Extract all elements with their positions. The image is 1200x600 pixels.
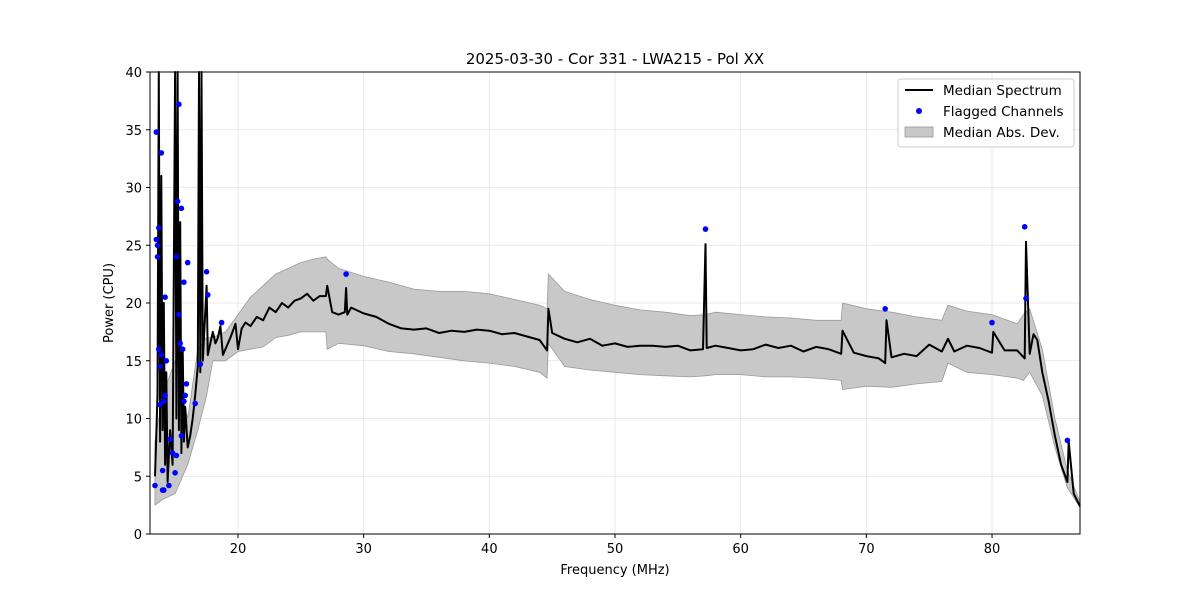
flagged-channel-point xyxy=(172,470,178,476)
flagged-channel-point xyxy=(179,346,186,353)
x-tick-label: 50 xyxy=(607,542,624,557)
flagged-channel-point xyxy=(154,253,161,260)
flagged-points-layer xyxy=(152,101,1071,493)
y-tick-label: 0 xyxy=(134,528,142,543)
legend-flagged-swatch xyxy=(916,108,922,114)
flagged-channel-point xyxy=(183,381,190,387)
x-tick-label: 20 xyxy=(230,542,247,557)
legend-mad-swatch xyxy=(904,126,934,138)
y-axis-ticks: 0 5 10 15 20 25 30 35 40 xyxy=(125,66,150,543)
flagged-channel-point xyxy=(192,400,198,407)
y-tick-label: 30 xyxy=(125,182,142,197)
flagged-channel-point xyxy=(218,319,225,326)
y-tick-label: 40 xyxy=(125,66,142,81)
x-axis-ticks: 20 30 40 50 60 70 80 xyxy=(230,534,1001,557)
flagged-channel-point xyxy=(157,401,163,408)
flagged-channel-point xyxy=(1023,295,1029,302)
y-tick-label: 5 xyxy=(134,470,142,485)
x-tick-label: 60 xyxy=(732,542,749,557)
flagged-channel-point xyxy=(174,198,181,205)
flagged-channel-point xyxy=(176,101,182,108)
flagged-channel-point xyxy=(203,269,210,275)
x-tick-label: 80 xyxy=(984,542,1001,557)
flagged-channel-point xyxy=(161,398,167,405)
flagged-channel-point xyxy=(176,311,182,318)
flagged-channel-point xyxy=(343,271,349,277)
legend-box xyxy=(897,78,1075,148)
flagged-channel-point xyxy=(162,294,168,301)
flagged-channel-point xyxy=(158,352,165,358)
legend-mad-label: Median Abs. Dev. xyxy=(943,125,1060,141)
flagged-channel-point xyxy=(205,292,211,298)
flagged-channel-point xyxy=(181,279,187,286)
y-tick-label: 15 xyxy=(125,355,142,370)
x-tick-label: 70 xyxy=(858,542,875,557)
flagged-channel-point xyxy=(184,259,191,266)
x-axis-label: Frequency (MHz) xyxy=(560,563,669,578)
x-tick-label: 30 xyxy=(355,542,372,557)
flagged-channel-point xyxy=(173,253,180,260)
flagged-channel-point xyxy=(166,482,172,489)
flagged-channel-point xyxy=(156,346,162,353)
flagged-channel-point xyxy=(161,487,167,493)
flagged-channel-point xyxy=(153,129,160,135)
y-tick-label: 20 xyxy=(125,297,142,312)
flagged-channel-point xyxy=(178,205,185,212)
chart-title: 2025-03-30 - Cor 331 - LWA215 - Pol XX xyxy=(466,50,764,68)
flagged-channel-point xyxy=(702,226,709,232)
y-axis-label: Power (CPU) xyxy=(102,263,117,343)
legend: Median Spectrum Flagged Channels Median … xyxy=(897,78,1075,148)
flagged-channel-point xyxy=(177,340,183,347)
flagged-channel-point xyxy=(167,436,173,443)
flagged-channel-point xyxy=(159,467,166,474)
median-line-layer xyxy=(154,71,1081,507)
flagged-channel-point xyxy=(154,242,161,249)
legend-flagged-label: Flagged Channels xyxy=(943,104,1064,120)
flagged-channel-point xyxy=(162,392,168,399)
flagged-channel-point xyxy=(158,150,165,156)
flagged-channel-point xyxy=(156,225,162,231)
flagged-channel-point xyxy=(882,306,888,312)
flagged-channel-point xyxy=(197,361,204,368)
y-tick-label: 10 xyxy=(125,413,142,428)
y-tick-label: 35 xyxy=(125,124,142,139)
flagged-channel-point xyxy=(152,482,158,489)
flagged-channel-point xyxy=(178,433,185,439)
legend-median-label: Median Spectrum xyxy=(943,83,1062,99)
y-tick-label: 25 xyxy=(125,239,142,254)
flagged-channel-point xyxy=(181,398,187,405)
flagged-channel-point xyxy=(153,236,160,243)
flagged-channel-point xyxy=(163,358,170,364)
flagged-channel-point xyxy=(1064,437,1071,444)
flagged-channel-point xyxy=(989,319,995,326)
x-tick-label: 40 xyxy=(481,542,498,557)
flagged-channel-point xyxy=(173,452,180,459)
median-spectrum-line xyxy=(154,71,1081,507)
flagged-channel-point xyxy=(1021,224,1028,230)
flagged-channel-point xyxy=(157,363,163,370)
flagged-channel-point xyxy=(182,392,188,399)
